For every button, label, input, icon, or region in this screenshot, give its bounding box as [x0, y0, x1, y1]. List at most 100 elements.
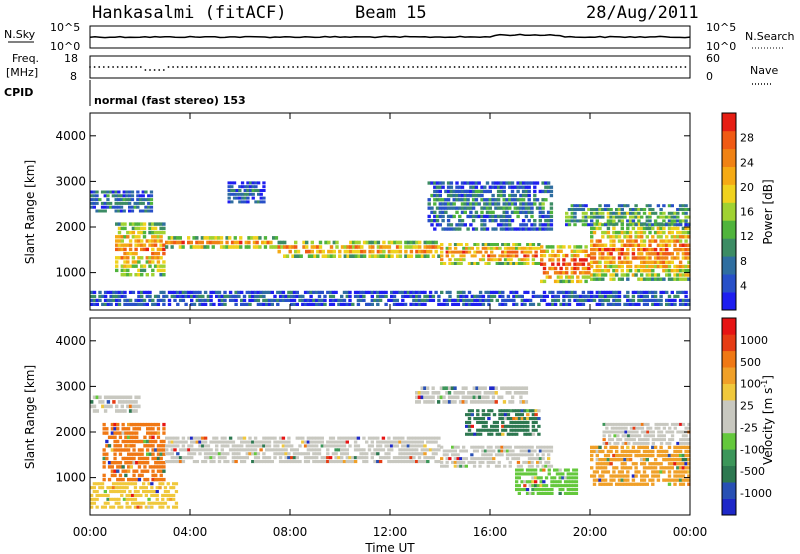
heatmap-cell — [456, 258, 461, 262]
heatmap-cell — [478, 417, 483, 421]
heatmap-cell — [520, 413, 524, 417]
heatmap-cell — [601, 466, 605, 470]
colorbar-tick-label: 4 — [740, 279, 747, 292]
heatmap-cell — [334, 452, 338, 456]
heatmap-cell — [485, 214, 490, 219]
heatmap-cell — [126, 268, 130, 273]
heatmap-cell — [337, 444, 341, 448]
heatmap-cell — [234, 294, 238, 298]
heatmap-cell — [495, 298, 499, 302]
heatmap-cell — [483, 189, 487, 194]
heatmap-cell — [360, 249, 364, 254]
heatmap-cell — [592, 256, 597, 260]
heatmap-cell — [483, 395, 487, 400]
heatmap-cell — [417, 400, 421, 404]
heatmap-cell — [276, 444, 280, 448]
heatmap-cell — [240, 302, 244, 306]
heatmap-cell — [392, 440, 397, 444]
heatmap-cell — [265, 436, 269, 440]
heatmap-cell — [159, 222, 163, 226]
heatmap-cell — [140, 290, 144, 294]
heatmap-cell — [320, 456, 324, 460]
heatmap-cell — [656, 449, 661, 454]
heatmap-cell — [248, 294, 252, 298]
heatmap-cell — [370, 298, 374, 302]
heatmap-cell — [558, 472, 562, 476]
heatmap-cell — [487, 417, 491, 421]
heatmap-cell — [342, 298, 347, 302]
heatmap-cell — [456, 250, 461, 254]
heatmap-cell — [379, 249, 383, 254]
heatmap-cell — [362, 254, 367, 258]
heatmap-cell — [687, 426, 691, 430]
heatmap-cell — [628, 298, 633, 302]
heatmap-cell — [470, 298, 474, 302]
heatmap-cell — [98, 198, 102, 202]
heatmap-cell — [148, 431, 152, 435]
heatmap-cell — [501, 409, 505, 413]
heatmap-cell — [118, 431, 123, 435]
heatmap-cell — [673, 422, 677, 426]
heatmap-cell — [642, 302, 647, 306]
heatmap-cell — [610, 422, 614, 426]
heatmap-cell — [642, 478, 647, 482]
heatmap-cell — [465, 243, 469, 246]
heatmap-cell — [398, 440, 402, 444]
heatmap-cell — [212, 436, 216, 440]
heatmap-cell — [628, 269, 633, 273]
heatmap-cell — [162, 222, 166, 226]
heatmap-cell — [645, 223, 649, 227]
heatmap-cell — [527, 219, 531, 223]
heatmap-cell — [570, 249, 574, 253]
heatmap-cell — [592, 247, 597, 252]
heatmap-cell — [484, 420, 488, 424]
heatmap-cell — [481, 302, 486, 306]
heatmap-cell — [678, 445, 683, 449]
heatmap-cell — [458, 227, 462, 231]
heatmap-cell — [598, 302, 602, 306]
heatmap-cell — [247, 236, 251, 240]
heatmap-cell — [154, 477, 158, 482]
heatmap-cell — [434, 448, 438, 452]
colorbar-segment — [722, 148, 736, 167]
heatmap-cell — [184, 302, 188, 306]
heatmap-cell — [140, 422, 144, 427]
nave-dot — [384, 66, 387, 68]
heatmap-cell — [516, 445, 521, 449]
heatmap-cell — [167, 236, 171, 240]
heatmap-cell — [106, 190, 110, 194]
heatmap-cell — [462, 290, 466, 294]
heatmap-cell — [136, 190, 140, 194]
heatmap-cell — [124, 435, 128, 439]
heatmap-cell — [284, 444, 288, 448]
heatmap-cell — [417, 436, 422, 440]
heatmap-cell — [326, 444, 330, 448]
colorbar-segment — [722, 274, 736, 293]
heatmap-cell — [354, 249, 358, 254]
heatmap-cell — [609, 252, 613, 256]
heatmap-cell — [656, 298, 661, 302]
heatmap-cell — [549, 185, 554, 189]
heatmap-cell — [433, 210, 437, 214]
heatmap-cell — [192, 436, 197, 440]
heatmap-cell — [176, 456, 180, 460]
heatmap-cell — [251, 460, 255, 464]
heatmap-cell — [684, 243, 688, 247]
heatmap-cell — [429, 249, 433, 254]
heatmap-cell — [409, 456, 413, 460]
heatmap-cell — [487, 243, 491, 246]
heatmap-cell — [153, 222, 158, 226]
heatmap-cell — [513, 202, 517, 206]
heatmap-cell — [103, 493, 107, 497]
heatmap-cell — [572, 488, 576, 492]
heatmap-cell — [159, 298, 163, 302]
heatmap-cell — [548, 253, 552, 258]
heatmap-cell — [259, 448, 263, 452]
heatmap-cell — [356, 444, 361, 448]
heatmap-cell — [598, 239, 602, 243]
heatmap-cell — [634, 239, 638, 243]
heatmap-cell — [232, 192, 237, 196]
heatmap-cell — [259, 302, 263, 306]
heatmap-cell — [676, 474, 680, 478]
heatmap-cell — [121, 469, 125, 473]
